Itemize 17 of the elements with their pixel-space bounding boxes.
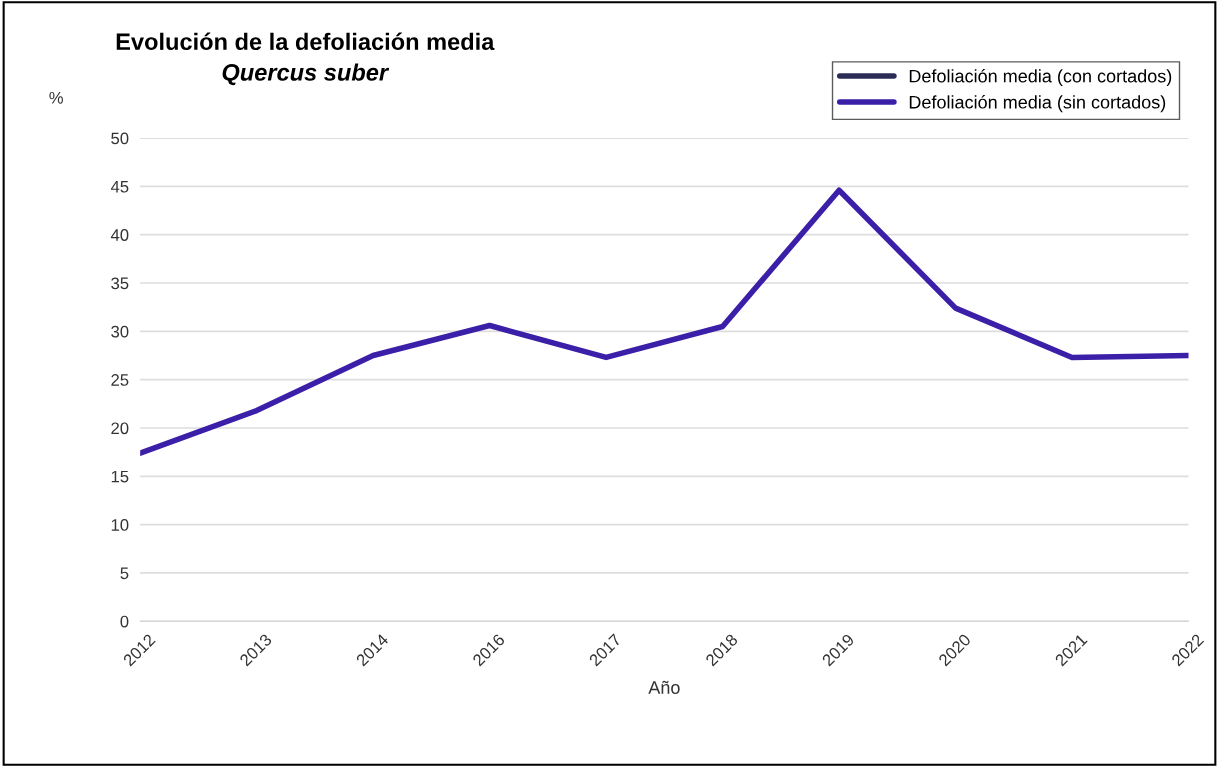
y-tick-label: 20 xyxy=(111,422,129,435)
y-tick-label: 15 xyxy=(111,470,129,483)
chart-subtitle: Quercus suber xyxy=(222,63,390,86)
y-tick-label: 40 xyxy=(110,229,129,241)
y-tick-label: 30 xyxy=(111,325,129,338)
y-tick-label: 25 xyxy=(111,374,129,386)
chart-title: Evolución de la defoliación media xyxy=(116,32,495,51)
y-tick-label: 0 xyxy=(120,615,129,628)
legend-label: Defoliación media (sin cortados) xyxy=(909,95,1166,113)
y-tick-label: 5 xyxy=(120,567,129,580)
y-tick-label: 35 xyxy=(111,277,129,290)
y-tick-label: 50 xyxy=(111,132,129,145)
y-tick-label: 45 xyxy=(110,180,129,193)
y-tick-label: 10 xyxy=(111,519,129,531)
x-axis-title: Año xyxy=(648,680,680,694)
legend-label: Defoliación media (con cortados) xyxy=(909,69,1172,87)
y-axis-title: % xyxy=(49,91,63,104)
